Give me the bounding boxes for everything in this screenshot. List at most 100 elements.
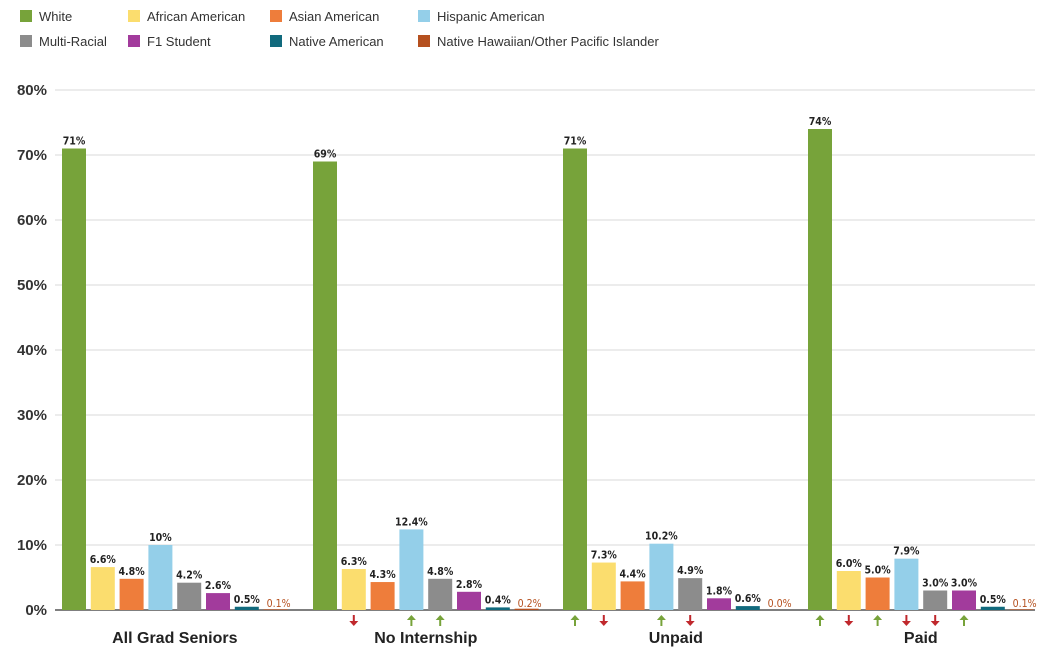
category-label-paid: Paid bbox=[904, 630, 938, 647]
bar-paid-multi-racial bbox=[923, 590, 948, 610]
bar-paid-native-american bbox=[980, 606, 1005, 610]
legend-label-african-american: African American bbox=[147, 9, 245, 24]
bar-all-grad-seniors-white bbox=[62, 148, 86, 610]
gridlines bbox=[55, 89, 1035, 611]
value-label-no-internship-multi-racial: 4.8% bbox=[427, 566, 454, 578]
category-label-all-grad-seniors: All Grad Seniors bbox=[112, 630, 237, 647]
arrow-up-icon bbox=[570, 615, 580, 626]
y-tick-label: 30% bbox=[17, 407, 47, 424]
y-tick-label: 20% bbox=[17, 472, 47, 489]
y-tick-label: 80% bbox=[17, 82, 47, 99]
y-tick-label: 70% bbox=[17, 147, 47, 164]
value-label-no-internship-asian-american: 4.3% bbox=[369, 569, 396, 581]
value-label-all-grad-seniors-multi-racial: 4.2% bbox=[176, 570, 203, 582]
bars bbox=[62, 129, 1034, 610]
y-axis: 0% 10% 20% 30% 40% 50% 60% 70% 80% bbox=[17, 82, 47, 619]
bar-paid-native-hawaiian-other-pacific-islander bbox=[1009, 609, 1034, 610]
legend-label-asian-american: Asian American bbox=[289, 9, 379, 24]
bar-unpaid-f1-student bbox=[707, 598, 731, 610]
bar-all-grad-seniors-hispanic-american bbox=[148, 545, 173, 610]
value-label-paid-multi-racial: 3.0% bbox=[922, 578, 949, 590]
value-label-unpaid-f1-student: 1.8% bbox=[706, 585, 733, 597]
value-label-paid-f1-student: 3.0% bbox=[951, 578, 978, 590]
bar-unpaid-native-american bbox=[735, 606, 760, 610]
legend-label-multi-racial: Multi-Racial bbox=[39, 34, 107, 49]
bar-paid-african-american bbox=[836, 571, 861, 610]
value-label-all-grad-seniors-white: 71% bbox=[63, 136, 86, 148]
value-label-paid-native-hawaiian-other-pacific-islander: 0.1% bbox=[1013, 598, 1037, 610]
legend-swatch-african-american bbox=[128, 10, 140, 22]
legend-swatch-native-hawaiian-other-pacific-islander bbox=[418, 35, 430, 47]
arrow-down-icon bbox=[844, 615, 854, 626]
bar-no-internship-native-hawaiian-other-pacific-islander bbox=[514, 608, 539, 610]
bar-all-grad-seniors-african-american bbox=[90, 567, 115, 610]
bar-all-grad-seniors-f1-student bbox=[206, 593, 230, 610]
arrow-up-icon bbox=[406, 615, 416, 626]
legend: White African American Asian American Hispa… bbox=[20, 9, 659, 49]
arrow-down-icon bbox=[685, 615, 695, 626]
bar-paid-hispanic-american bbox=[894, 558, 919, 610]
legend-label-white: White bbox=[39, 9, 72, 24]
legend-swatch-asian-american bbox=[270, 10, 282, 22]
arrow-up-icon bbox=[873, 615, 883, 626]
arrow-down-icon bbox=[930, 615, 940, 626]
legend-label-native-american: Native American bbox=[289, 34, 384, 49]
value-label-all-grad-seniors-asian-american: 4.8% bbox=[118, 566, 145, 578]
value-label-no-internship-native-hawaiian-other-pacific-islander: 0.2% bbox=[518, 598, 542, 610]
value-label-unpaid-multi-racial: 4.9% bbox=[677, 565, 704, 577]
bar-no-internship-f1-student bbox=[457, 591, 481, 610]
value-label-all-grad-seniors-hispanic-american: 10% bbox=[149, 532, 172, 544]
arrow-down-icon bbox=[349, 615, 359, 626]
bar-all-grad-seniors-multi-racial bbox=[177, 582, 202, 610]
bar-no-internship-multi-racial bbox=[428, 578, 453, 610]
arrow-up-icon bbox=[959, 615, 969, 626]
legend-swatch-white bbox=[20, 10, 32, 22]
value-label-no-internship-white: 69% bbox=[314, 149, 337, 161]
bar-paid-f1-student bbox=[952, 590, 976, 610]
legend-label-native-hawaiian-other-pacific-islander: Native Hawaiian/Other Pacific Islander bbox=[437, 34, 659, 49]
change-arrows bbox=[349, 615, 969, 626]
value-label-all-grad-seniors-f1-student: 2.6% bbox=[205, 580, 232, 592]
bar-no-internship-african-american bbox=[341, 569, 366, 610]
bar-no-internship-native-american bbox=[485, 607, 510, 610]
bar-paid-white bbox=[808, 129, 832, 610]
legend-swatch-f1-student bbox=[128, 35, 140, 47]
bar-unpaid-multi-racial bbox=[678, 578, 703, 610]
value-label-unpaid-native-american: 0.6% bbox=[735, 593, 762, 605]
bar-all-grad-seniors-native-hawaiian-other-pacific-islander bbox=[263, 609, 288, 610]
y-tick-label: 10% bbox=[17, 537, 47, 554]
value-label-paid-white: 74% bbox=[809, 116, 832, 128]
bar-unpaid-hispanic-american bbox=[649, 543, 674, 610]
arrow-down-icon bbox=[901, 615, 911, 626]
legend-label-hispanic-american: Hispanic American bbox=[437, 9, 545, 24]
category-label-unpaid: Unpaid bbox=[649, 630, 703, 647]
value-label-unpaid-african-american: 7.3% bbox=[591, 550, 618, 562]
y-tick-label: 40% bbox=[17, 342, 47, 359]
legend-label-f1-student: F1 Student bbox=[147, 34, 211, 49]
bar-no-internship-hispanic-american bbox=[399, 529, 424, 610]
bar-unpaid-asian-american bbox=[620, 581, 645, 610]
value-label-no-internship-african-american: 6.3% bbox=[341, 556, 368, 568]
legend-swatch-native-american bbox=[270, 35, 282, 47]
bar-unpaid-african-american bbox=[591, 562, 616, 610]
x-axis: All Grad Seniors No Internship Unpaid Paid bbox=[112, 630, 938, 647]
value-label-no-internship-hispanic-american: 12.4% bbox=[395, 516, 428, 528]
value-label-no-internship-native-american: 0.4% bbox=[485, 594, 512, 606]
value-label-unpaid-native-hawaiian-other-pacific-islander: 0.0% bbox=[768, 598, 792, 610]
value-label-paid-asian-american: 5.0% bbox=[864, 565, 891, 577]
bar-all-grad-seniors-asian-american bbox=[119, 578, 144, 610]
legend-swatch-hispanic-american bbox=[418, 10, 430, 22]
category-label-no-internship: No Internship bbox=[374, 630, 477, 647]
value-label-paid-african-american: 6.0% bbox=[836, 558, 863, 570]
arrow-up-icon bbox=[435, 615, 445, 626]
value-label-all-grad-seniors-african-american: 6.6% bbox=[90, 554, 117, 566]
y-tick-label: 0% bbox=[25, 602, 47, 619]
arrow-up-icon bbox=[656, 615, 666, 626]
value-label-unpaid-hispanic-american: 10.2% bbox=[645, 531, 678, 543]
bar-no-internship-asian-american bbox=[370, 582, 395, 610]
value-label-no-internship-f1-student: 2.8% bbox=[456, 579, 483, 591]
value-label-all-grad-seniors-native-american: 0.5% bbox=[234, 594, 261, 606]
value-labels: 71%6.6%4.8%10%4.2%2.6%0.5% 0.1%69%6.3%4.3… bbox=[63, 116, 1037, 610]
value-label-paid-native-american: 0.5% bbox=[980, 594, 1007, 606]
